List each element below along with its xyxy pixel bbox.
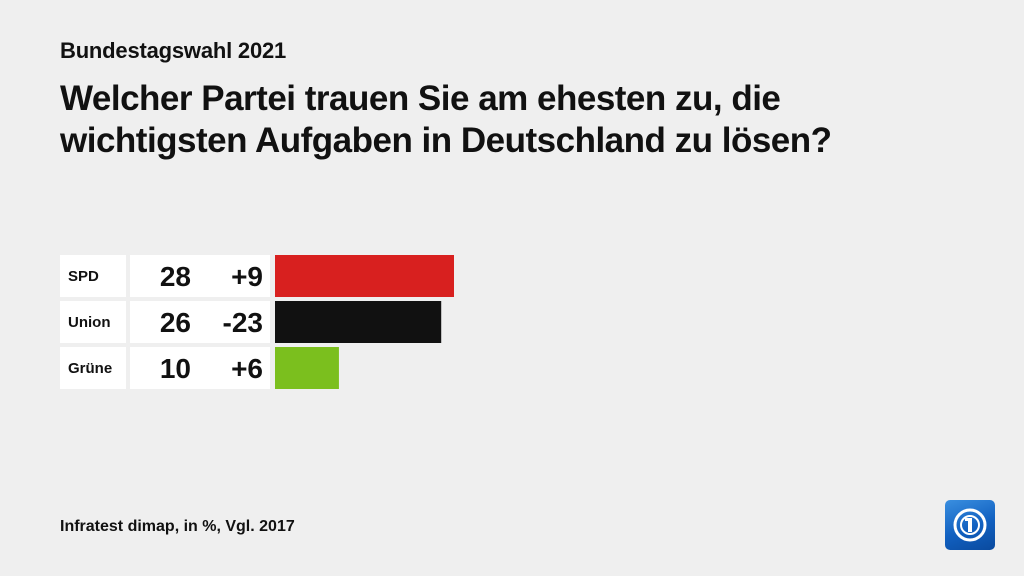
category-label-box xyxy=(60,255,126,297)
tagesschau-logo-icon xyxy=(945,500,995,550)
chart-title: Welcher Partei trauen Sie am ehesten zu,… xyxy=(60,79,832,160)
value-box xyxy=(130,347,270,389)
data-label-change: +6 xyxy=(231,353,263,384)
data-label-value: 28 xyxy=(160,261,191,292)
chart-kicker: Bundestagswahl 2021 xyxy=(60,38,287,63)
bar xyxy=(275,301,442,343)
bar xyxy=(275,255,454,297)
category-label: SPD xyxy=(68,268,99,285)
value-box xyxy=(130,301,270,343)
data-label-change: -23 xyxy=(223,307,263,338)
category-label-box xyxy=(60,301,126,343)
data-label-change: +9 xyxy=(231,261,263,292)
bar xyxy=(275,347,339,389)
category-label: Union xyxy=(68,314,111,331)
source-note: Infratest dimap, in %, Vgl. 2017 xyxy=(60,518,295,535)
data-label-value: 26 xyxy=(160,307,191,338)
category-label: Grüne xyxy=(68,360,112,377)
value-box xyxy=(130,255,270,297)
data-label-value: 10 xyxy=(160,353,191,384)
category-label-box xyxy=(60,347,126,389)
